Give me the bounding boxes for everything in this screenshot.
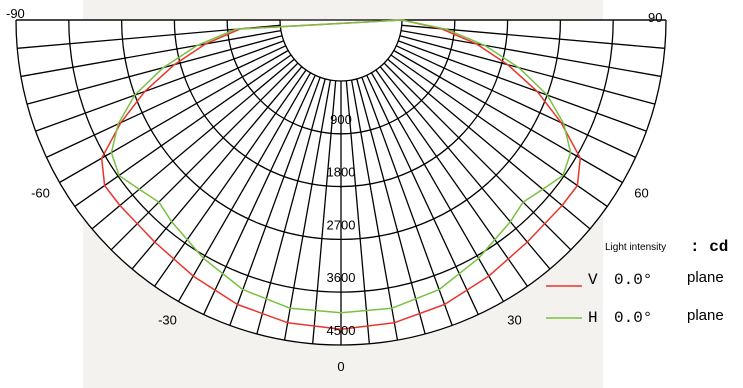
grid-spoke bbox=[387, 58, 591, 230]
series-curves bbox=[100, 19, 582, 330]
grid-spoke bbox=[20, 29, 282, 78]
grid-spoke bbox=[356, 78, 426, 335]
legend-unit-label: Light intensity bbox=[605, 242, 666, 253]
angle-tick-label: -90 bbox=[6, 6, 25, 21]
grid-spoke bbox=[46, 45, 286, 158]
grid-spoke bbox=[59, 49, 289, 184]
grid-ring bbox=[279, 19, 403, 82]
angle-tick-label: -60 bbox=[31, 186, 50, 201]
grid-spoke bbox=[379, 66, 551, 270]
grid-ring bbox=[68, 19, 614, 293]
grid-spoke bbox=[110, 62, 299, 251]
legend-symbol-h: H bbox=[588, 309, 598, 327]
legend-unit: : cd bbox=[690, 238, 728, 256]
radial-tick-label: 3600 bbox=[327, 270, 356, 285]
grid-spoke bbox=[283, 79, 332, 341]
grid-spoke bbox=[375, 69, 528, 287]
grid-spoke bbox=[256, 78, 326, 335]
grid-spoke bbox=[312, 80, 337, 344]
grid-spoke bbox=[154, 69, 307, 287]
radial-tick-label: 1800 bbox=[327, 165, 356, 180]
legend-value-h: 0.0° bbox=[614, 309, 652, 327]
grid-spoke bbox=[400, 29, 662, 78]
grid-spoke bbox=[131, 66, 303, 270]
grid-spoke bbox=[383, 62, 572, 251]
grid-ring bbox=[226, 19, 456, 135]
series-curve-h bbox=[110, 19, 572, 314]
radial-tick-label: 2700 bbox=[327, 217, 356, 232]
radial-tick-label: 900 bbox=[330, 112, 352, 127]
grid-spoke bbox=[345, 80, 370, 344]
grid-spoke bbox=[396, 45, 636, 158]
radial-tick-label: 4500 bbox=[327, 323, 356, 338]
grid-spoke bbox=[370, 72, 505, 302]
grid-spoke bbox=[399, 35, 656, 105]
grid-spoke bbox=[35, 40, 284, 132]
grid-spoke bbox=[350, 79, 399, 341]
grid-spoke bbox=[74, 54, 292, 207]
legend-symbol-v: V bbox=[588, 271, 598, 289]
angle-tick-label: 30 bbox=[507, 313, 521, 328]
legend: Light intensity : cd V 0.0° plane H 0.0°… bbox=[546, 238, 728, 327]
grid-spoke bbox=[361, 77, 453, 326]
grid-spoke bbox=[203, 75, 316, 315]
grid-ring bbox=[15, 19, 667, 346]
angle-tick-label: -30 bbox=[158, 313, 177, 328]
grid-spoke bbox=[91, 58, 295, 230]
grid-spoke bbox=[229, 77, 321, 326]
legend-value-v: 0.0° bbox=[614, 271, 652, 289]
grid-spoke bbox=[26, 35, 283, 105]
grid-spoke bbox=[390, 54, 608, 207]
grid-ring bbox=[173, 19, 509, 188]
grid-spoke bbox=[366, 75, 479, 315]
angle-tick-label: 90 bbox=[648, 10, 662, 25]
legend-suffix-h: plane bbox=[687, 307, 724, 324]
series-curve-v bbox=[100, 19, 582, 330]
grid-spoke bbox=[393, 49, 623, 184]
tick-labels: 900 1800 2700 3600 4500 -90 90 -60 60 -30 30 0 bbox=[6, 6, 662, 374]
grid-spoke bbox=[398, 40, 647, 132]
angle-tick-label: 0 bbox=[337, 359, 344, 374]
grid-spoke bbox=[177, 72, 312, 302]
angle-tick-label: 60 bbox=[634, 186, 648, 201]
legend-suffix-v: plane bbox=[687, 269, 724, 286]
grid-ring bbox=[120, 19, 562, 241]
